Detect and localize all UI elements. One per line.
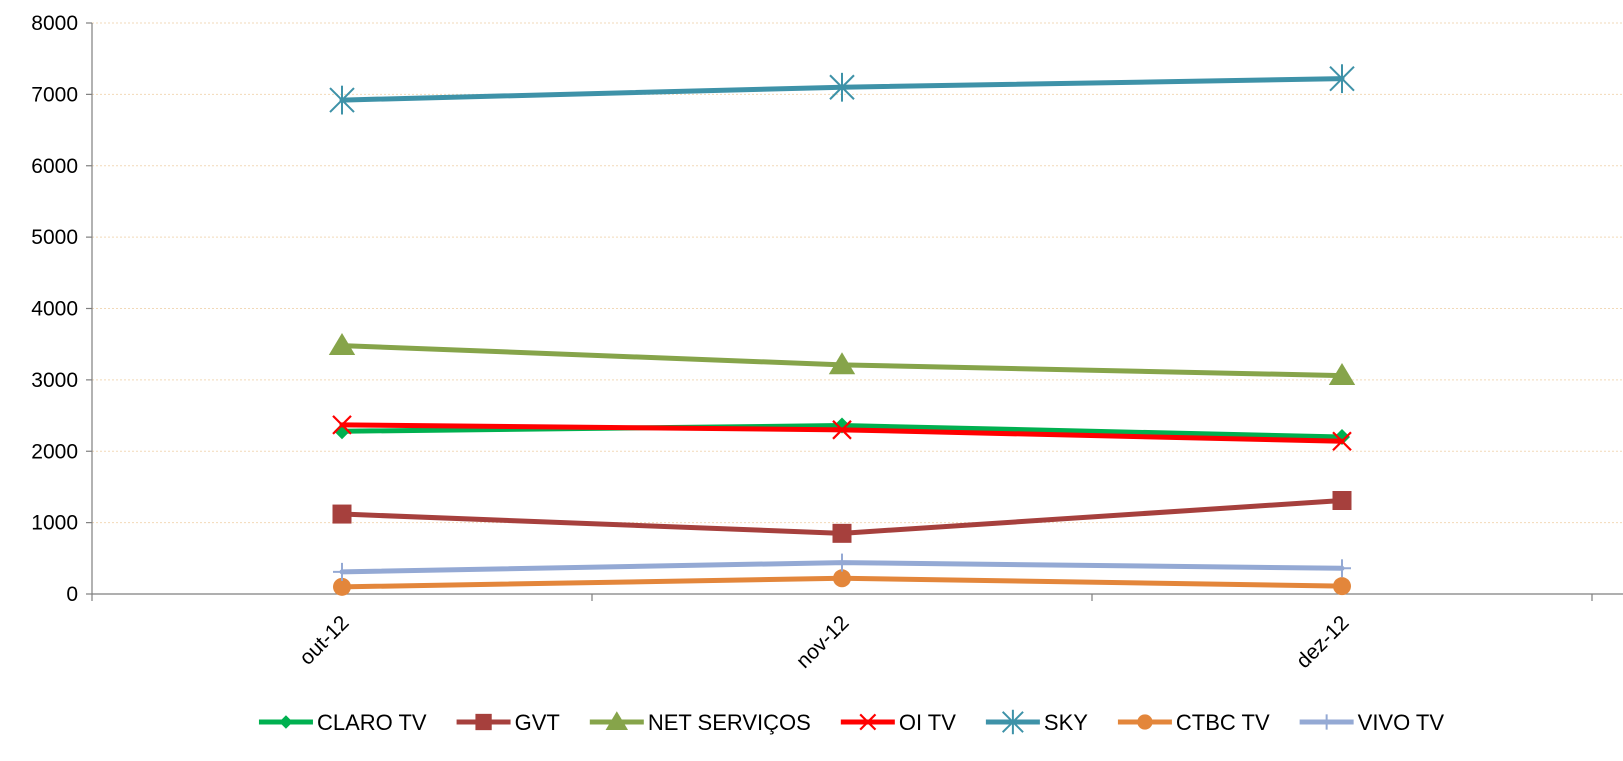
- x-tick-label: out-12: [295, 611, 353, 669]
- series-sky: [329, 64, 1355, 115]
- y-tick-label: 4000: [31, 298, 78, 321]
- y-tick-label: 7000: [31, 83, 78, 106]
- axes: 0 1000 2000 3000 4000 5000 6000 7000 8000 out-12 n…: [31, 12, 1623, 673]
- data-point-triangle: [328, 332, 356, 355]
- y-tick-label: 1000: [31, 512, 78, 535]
- data-point-plus: [1318, 714, 1335, 730]
- legend-item-net-servicos: NET SERVIÇOS: [589, 710, 811, 735]
- y-tick-label: 2000: [31, 440, 78, 463]
- legend-item-claro-tv: CLARO TV: [258, 710, 427, 735]
- x-tick-label: dez-12: [1292, 611, 1354, 673]
- series-vivo-tv: [333, 553, 1351, 581]
- data-point-triangle: [605, 711, 629, 730]
- legend-label: VIVO TV: [1358, 710, 1445, 735]
- y-tick-label: 8000: [31, 12, 78, 35]
- data-point-plus: [333, 562, 351, 581]
- data-point-square: [332, 504, 352, 524]
- data-point-square: [1332, 490, 1352, 510]
- x-tick-label: nov-12: [792, 611, 854, 673]
- data-point-circle: [1137, 714, 1153, 730]
- y-tick-label: 6000: [31, 155, 78, 178]
- legend-label: OI TV: [899, 710, 956, 735]
- data-point-star: [329, 85, 355, 115]
- gridlines: [92, 22, 1623, 524]
- series-net-servicos: [328, 332, 1356, 385]
- y-tick-label: 0: [66, 583, 78, 606]
- data-point-plus: [833, 553, 851, 572]
- data-point-circle: [1333, 577, 1351, 596]
- series-lines: [328, 64, 1356, 596]
- data-point-circle: [833, 569, 851, 588]
- data-point-triangle: [1328, 362, 1356, 385]
- data-point-circle: [333, 577, 351, 596]
- y-tick-label: 5000: [31, 226, 78, 249]
- legend-label: CTBC TV: [1176, 710, 1270, 735]
- legend: CLARO TV GVT NET SERVIÇOS OI TV SKY CTBC TV VI…: [258, 709, 1445, 735]
- legend-item-sky: SKY: [985, 709, 1088, 735]
- data-point-diamond: [279, 715, 293, 729]
- data-point-x: [832, 420, 852, 440]
- data-point-x: [859, 713, 877, 731]
- legend-label: NET SERVIÇOS: [648, 710, 811, 735]
- legend-item-gvt: GVT: [456, 710, 560, 735]
- y-tick-label: 3000: [31, 369, 78, 392]
- data-point-square: [832, 523, 852, 543]
- data-point-triangle: [828, 352, 856, 375]
- legend-item-ctbc-tv: CTBC TV: [1117, 710, 1270, 735]
- data-point-star: [1329, 64, 1355, 94]
- data-point-star: [1001, 709, 1024, 735]
- series-gvt: [332, 490, 1352, 543]
- data-point-star: [829, 72, 855, 102]
- series-ctbc-tv: [333, 569, 1351, 596]
- data-point-plus: [1333, 559, 1351, 578]
- data-point-x: [1332, 431, 1352, 452]
- data-point-x: [332, 415, 352, 435]
- legend-item-oi-tv: OI TV: [840, 710, 956, 735]
- legend-label: GVT: [515, 710, 560, 735]
- legend-item-vivo-tv: VIVO TV: [1299, 710, 1445, 735]
- data-point-square: [475, 713, 492, 731]
- legend-label: CLARO TV: [317, 710, 427, 735]
- series-oi-tv: [332, 415, 1352, 452]
- legend-label: SKY: [1044, 710, 1088, 735]
